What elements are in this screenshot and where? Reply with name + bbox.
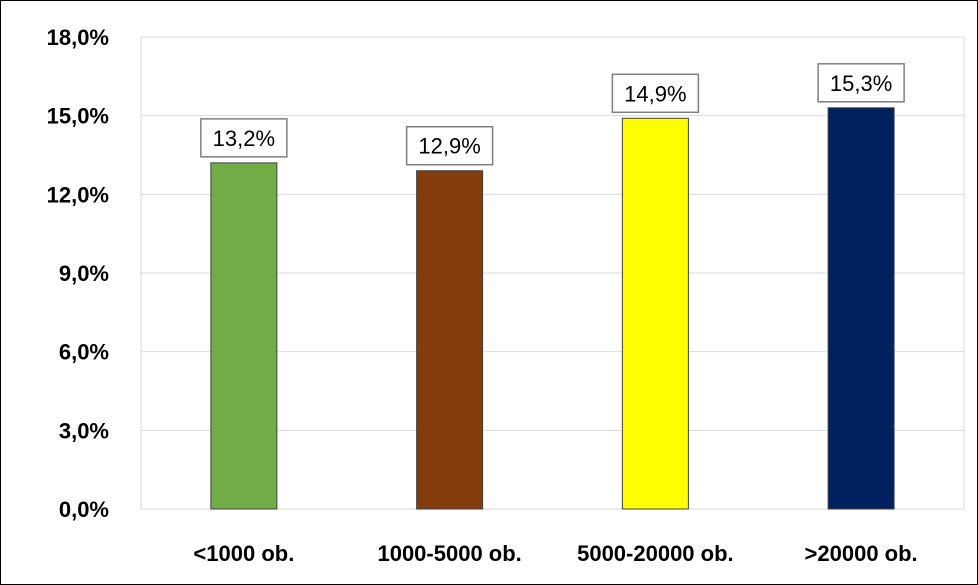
y-tick-label: 12,0% [47, 182, 109, 207]
bar [416, 170, 484, 510]
data-label: 15,3% [830, 71, 892, 96]
y-tick-label: 3,0% [59, 418, 109, 443]
y-tick-label: 18,0% [47, 25, 109, 50]
bar [210, 162, 278, 510]
x-tick-label: 5000-20000 ob. [577, 541, 734, 566]
data-label-box [611, 73, 700, 114]
bars [210, 107, 895, 510]
x-tick-label: >20000 ob. [805, 541, 918, 566]
data-label-box [817, 63, 905, 103]
data-label-box [200, 118, 288, 158]
data-label: 13,2% [213, 126, 275, 151]
bar [827, 107, 895, 510]
bar [621, 117, 689, 510]
x-tick-label: 1000-5000 ob. [377, 541, 521, 566]
y-axis: 0,0% 3,0% 6,0% 9,0% 12,0% 15,0% 18,0% [47, 25, 109, 522]
y-tick-label: 6,0% [59, 340, 109, 365]
x-tick-label: <1000 ob. [193, 541, 294, 566]
y-tick-label: 9,0% [59, 261, 109, 286]
data-label: 12,9% [418, 134, 480, 159]
y-tick-label: 0,0% [59, 497, 109, 522]
data-label-box [405, 125, 494, 166]
x-axis: <1000 ob. 1000-5000 ob. 5000-20000 ob. >200… [193, 541, 917, 566]
gridlines [141, 36, 964, 431]
data-label: 14,9% [624, 81, 686, 106]
y-tick-label: 15,0% [47, 104, 109, 129]
data-labels: 13,2% 12,9% 14,9% 15,3% [200, 63, 905, 166]
